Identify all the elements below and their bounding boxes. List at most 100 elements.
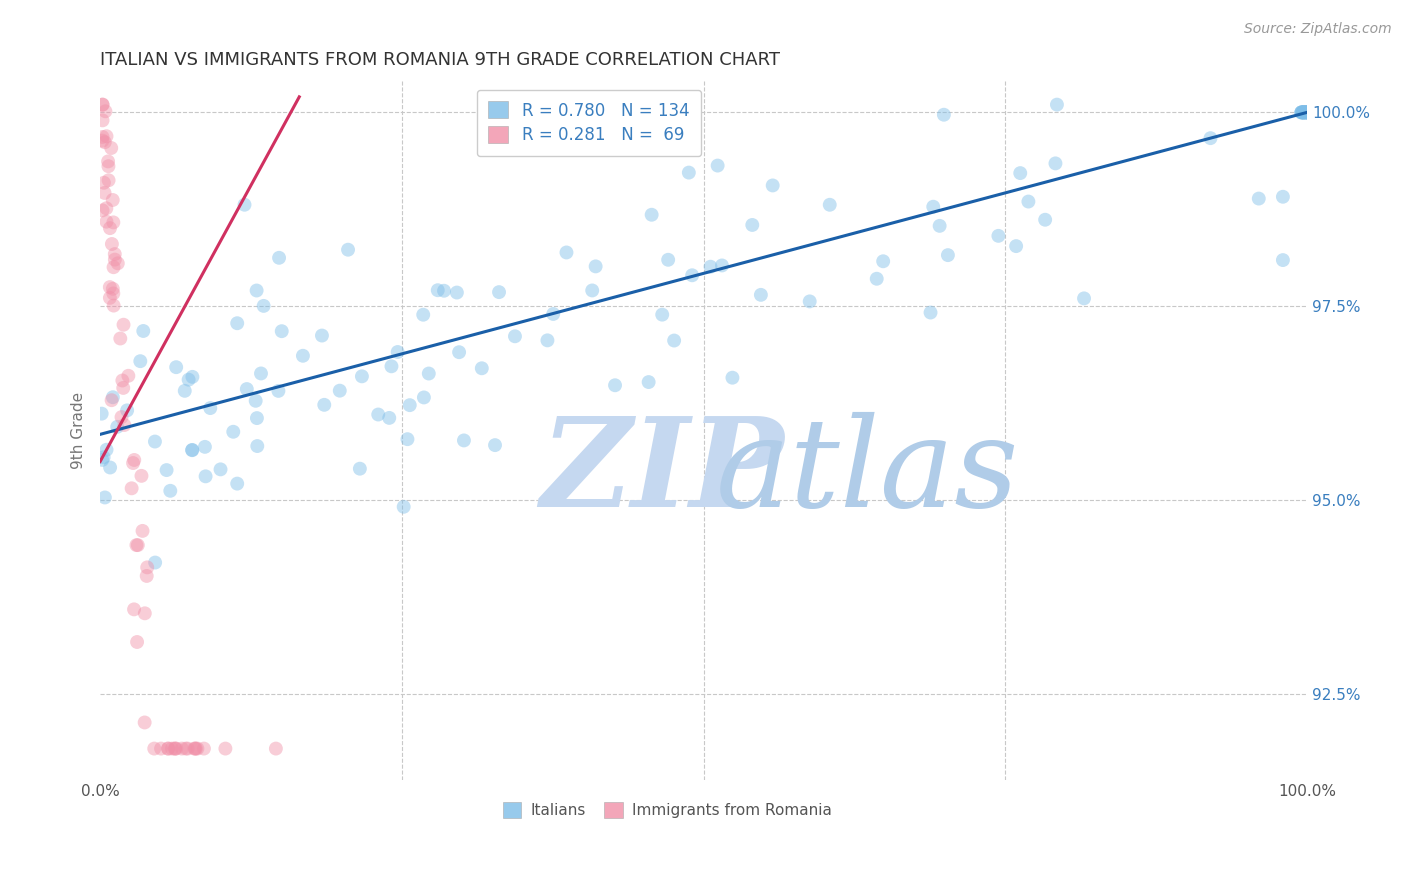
Point xyxy=(1295,105,1317,120)
Point xyxy=(194,440,217,454)
Point xyxy=(267,251,290,265)
Point xyxy=(91,97,114,112)
Point xyxy=(1247,192,1270,206)
Point xyxy=(418,367,440,381)
Point xyxy=(170,741,193,756)
Point xyxy=(1295,105,1317,120)
Point xyxy=(93,176,115,190)
Point xyxy=(488,285,510,299)
Point xyxy=(603,378,626,392)
Point xyxy=(291,349,314,363)
Point xyxy=(350,369,373,384)
Text: Source: ZipAtlas.com: Source: ZipAtlas.com xyxy=(1244,22,1392,37)
Point xyxy=(93,450,115,465)
Point xyxy=(741,218,763,232)
Point xyxy=(96,202,118,216)
Point xyxy=(426,283,449,297)
Point xyxy=(349,461,371,475)
Point xyxy=(209,462,232,476)
Point xyxy=(412,308,434,322)
Point xyxy=(367,408,389,422)
Point xyxy=(163,741,186,756)
Point xyxy=(125,538,148,552)
Point xyxy=(136,560,159,574)
Point xyxy=(165,741,187,756)
Point xyxy=(706,159,728,173)
Point xyxy=(157,741,180,756)
Point xyxy=(94,491,117,505)
Point xyxy=(1271,253,1294,268)
Point xyxy=(184,741,207,756)
Point xyxy=(555,245,578,260)
Point xyxy=(226,316,249,330)
Point xyxy=(150,741,173,756)
Point xyxy=(97,154,120,169)
Point xyxy=(98,291,121,305)
Point xyxy=(112,417,135,432)
Point xyxy=(91,203,114,218)
Point xyxy=(129,354,152,368)
Point xyxy=(143,556,166,570)
Point xyxy=(1298,105,1320,120)
Point xyxy=(651,308,673,322)
Point xyxy=(799,294,821,309)
Point xyxy=(1296,105,1319,120)
Point xyxy=(721,370,744,384)
Point xyxy=(267,384,290,398)
Point xyxy=(1301,105,1323,120)
Point xyxy=(193,741,215,756)
Point xyxy=(253,299,276,313)
Point xyxy=(177,373,200,387)
Point xyxy=(115,403,138,417)
Point xyxy=(100,141,122,155)
Point xyxy=(250,367,273,381)
Point xyxy=(112,318,135,332)
Point xyxy=(103,286,125,301)
Point xyxy=(1292,105,1315,120)
Point xyxy=(1017,194,1039,209)
Point xyxy=(581,284,603,298)
Point xyxy=(1295,105,1317,120)
Point xyxy=(471,361,494,376)
Text: ITALIAN VS IMMIGRANTS FROM ROMANIA 9TH GRADE CORRELATION CHART: ITALIAN VS IMMIGRANTS FROM ROMANIA 9TH G… xyxy=(100,51,780,69)
Point xyxy=(176,741,198,756)
Point xyxy=(1291,105,1313,120)
Point xyxy=(1010,166,1032,180)
Point xyxy=(181,442,204,457)
Point xyxy=(662,334,685,348)
Point xyxy=(1301,105,1323,120)
Point xyxy=(103,215,125,229)
Point xyxy=(236,382,259,396)
Point xyxy=(1295,105,1317,120)
Point xyxy=(134,607,156,621)
Point xyxy=(449,345,471,359)
Point xyxy=(396,432,419,446)
Point xyxy=(246,284,269,298)
Point xyxy=(987,228,1010,243)
Point xyxy=(1296,105,1319,120)
Point xyxy=(264,741,287,756)
Point xyxy=(1292,105,1315,120)
Point xyxy=(112,381,135,395)
Point xyxy=(392,500,415,514)
Point xyxy=(165,360,187,375)
Point xyxy=(245,393,267,408)
Point xyxy=(125,635,148,649)
Point xyxy=(1291,105,1313,120)
Point xyxy=(1299,105,1322,120)
Point xyxy=(98,221,121,235)
Point xyxy=(378,410,401,425)
Y-axis label: 9th Grade: 9th Grade xyxy=(72,392,86,469)
Point xyxy=(101,237,124,252)
Point xyxy=(1294,105,1316,120)
Point xyxy=(246,411,269,425)
Point xyxy=(103,260,125,275)
Point xyxy=(710,259,733,273)
Point xyxy=(143,434,166,449)
Point xyxy=(159,483,181,498)
Point xyxy=(110,410,132,425)
Point xyxy=(91,113,114,128)
Point xyxy=(121,481,143,495)
Point xyxy=(484,438,506,452)
Point xyxy=(387,345,409,359)
